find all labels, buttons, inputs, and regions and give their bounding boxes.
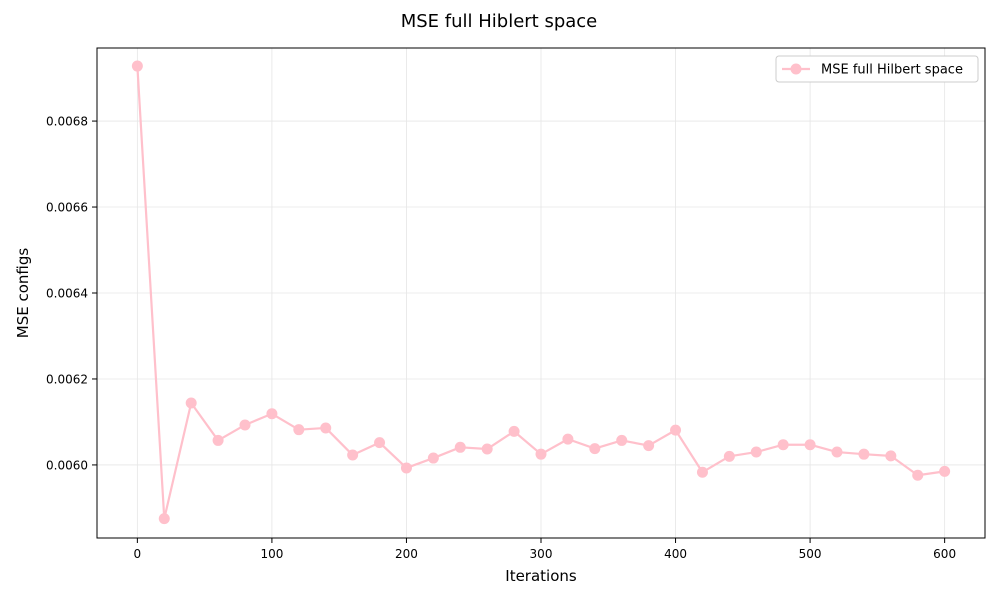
data-point: [427, 452, 439, 464]
data-point: [804, 439, 816, 451]
legend-marker-swatch: [790, 63, 802, 75]
data-point: [481, 443, 493, 455]
data-point: [185, 397, 197, 409]
chart-title: MSE full Hiblert space: [401, 11, 598, 32]
x-tick-label: 0: [134, 547, 142, 561]
data-point: [212, 434, 224, 446]
x-axis-title: Iterations: [505, 567, 577, 585]
data-point: [266, 408, 278, 420]
legend-box: [775, 55, 979, 83]
data-point: [777, 439, 789, 451]
x-tick-label: 400: [664, 547, 687, 561]
x-tick-label: 300: [530, 547, 553, 561]
data-point: [670, 424, 682, 436]
y-tick-label: 0.0068: [46, 115, 88, 129]
data-point: [131, 60, 143, 72]
x-tick-label: 200: [395, 547, 418, 561]
y-tick-label: 0.0060: [46, 458, 88, 472]
series-layer: [131, 60, 951, 525]
data-point: [912, 469, 924, 481]
x-tick-label: 100: [260, 547, 283, 561]
grid-lines: [97, 48, 985, 538]
data-point: [158, 513, 170, 525]
data-point: [750, 446, 762, 458]
data-point: [347, 449, 359, 461]
y-tick-label: 0.0066: [46, 201, 88, 215]
data-point: [643, 440, 655, 452]
data-point: [535, 448, 547, 460]
data-point: [723, 450, 735, 462]
data-point: [320, 422, 332, 434]
data-point: [616, 434, 628, 446]
data-point: [831, 446, 843, 458]
data-point: [374, 437, 386, 449]
y-tick-label: 0.0062: [46, 372, 88, 386]
data-point: [400, 462, 412, 474]
data-point: [885, 450, 897, 462]
data-point: [696, 466, 708, 478]
data-point: [508, 425, 520, 437]
data-point: [589, 443, 601, 455]
x-tick-label: 600: [933, 547, 956, 561]
axis-ticks: 0 100 200 300 400 500 600 0.0060 0.0062 0.0064 0.0…: [46, 115, 956, 561]
data-point: [239, 419, 251, 431]
legend-label: MSE full Hilbert space: [821, 63, 963, 78]
data-point: [562, 433, 574, 445]
x-tick-label: 500: [799, 547, 822, 561]
data-point: [293, 424, 305, 436]
y-tick-label: 0.0064: [46, 287, 88, 301]
data-point: [939, 465, 951, 477]
y-axis-title: MSE configs: [14, 248, 32, 339]
legend: MSE full Hilbert space: [775, 55, 979, 83]
data-point: [858, 448, 870, 460]
data-point: [454, 441, 466, 453]
